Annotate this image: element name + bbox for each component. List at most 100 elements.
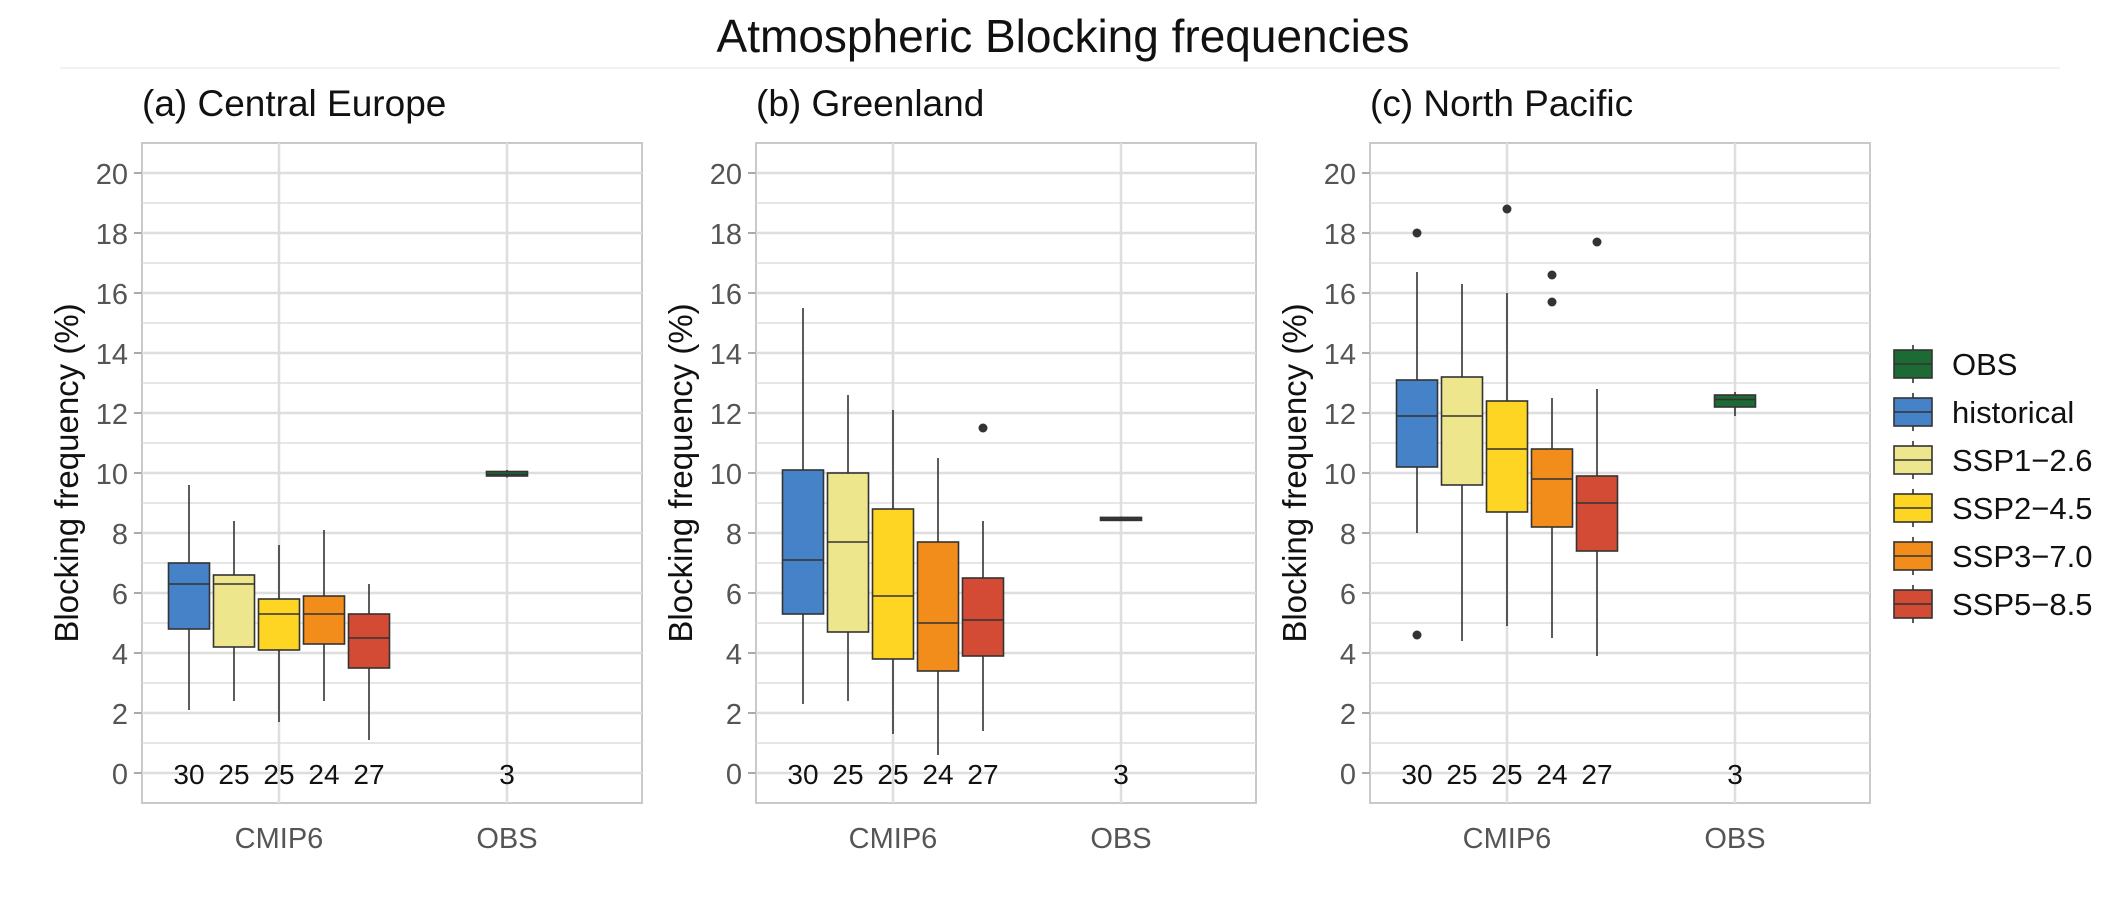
legend-item-OBS: OBS [1893, 345, 2017, 383]
sample-count-label: 25 [1491, 759, 1522, 790]
box-body [961, 577, 1005, 657]
sample-count-label: 30 [1401, 759, 1432, 790]
box-body [1530, 448, 1574, 528]
outlier-point [1412, 228, 1422, 238]
y-tick-label: 4 [112, 639, 128, 671]
box-body [1395, 379, 1439, 468]
box-SSP3-7.0: 24 [1530, 270, 1574, 790]
y-tick-label: 16 [710, 279, 742, 311]
y-tick-label: 18 [1324, 219, 1356, 251]
box-body [257, 598, 301, 651]
box-historical: 30 [1395, 228, 1439, 790]
y-tick-label: 8 [1340, 519, 1356, 551]
sample-count-label: 3 [1727, 759, 1743, 790]
y-tick-label: 2 [1340, 699, 1356, 731]
y-tick-label: 14 [710, 339, 742, 371]
y-tick-label: 8 [726, 519, 742, 551]
y-tick-label: 20 [710, 159, 742, 191]
box-SSP2-4.5: 25 [871, 410, 915, 790]
box-body [1575, 475, 1619, 552]
box-SSP5-8.5: 27 [961, 423, 1005, 790]
y-tick-label: 0 [1340, 759, 1356, 791]
box-SSP1-2.6: 25 [212, 521, 256, 790]
y-tick-label: 16 [96, 279, 128, 311]
box-SSP2-4.5: 25 [1485, 204, 1529, 790]
legend-item-SSP3-7.0: SSP3−7.0 [1893, 537, 2092, 575]
box-body [781, 469, 825, 615]
y-tick-label: 4 [726, 639, 742, 671]
x-tick-label: CMIP6 [849, 823, 938, 855]
sample-count-label: 25 [877, 759, 908, 790]
legend-label: SSP2−4.5 [1952, 491, 2092, 526]
y-tick-label: 4 [1340, 639, 1356, 671]
y-axis-label: Blocking frequency (%) [1276, 303, 1313, 642]
y-tick-label: 6 [726, 579, 742, 611]
y-tick-label: 16 [1324, 279, 1356, 311]
y-tick-label: 12 [1324, 399, 1356, 431]
y-tick-label: 6 [112, 579, 128, 611]
outlier-point [1547, 297, 1557, 307]
sample-count-label: 3 [1113, 759, 1129, 790]
sample-count-label: 24 [922, 759, 953, 790]
outlier-point [1502, 204, 1512, 214]
y-tick-label: 10 [96, 459, 128, 491]
box-body [1485, 400, 1529, 513]
panel-title: (a) Central Europe [142, 83, 446, 124]
box-body [302, 595, 346, 645]
y-tick-label: 20 [96, 159, 128, 191]
box-SSP5-8.5: 27 [1575, 237, 1619, 790]
x-tick-label: CMIP6 [1463, 823, 1552, 855]
y-tick-label: 0 [726, 759, 742, 791]
box-body [1440, 376, 1484, 486]
sample-count-label: 30 [173, 759, 204, 790]
legend-item-SSP5-8.5: SSP5−8.5 [1893, 585, 2092, 623]
box-SSP3-7.0: 24 [302, 530, 346, 790]
sample-count-label: 25 [263, 759, 294, 790]
y-tick-label: 20 [1324, 159, 1356, 191]
sample-count-label: 27 [967, 759, 998, 790]
y-tick-label: 12 [710, 399, 742, 431]
outlier-point [1412, 630, 1422, 640]
x-tick-label: CMIP6 [235, 823, 324, 855]
legend-item-SSP1-2.6: SSP1−2.6 [1893, 441, 2092, 479]
legend-label: OBS [1952, 347, 2017, 382]
box-body [826, 472, 870, 633]
figure-title: Atmospheric Blocking frequencies [717, 10, 1410, 62]
y-tick-label: 12 [96, 399, 128, 431]
box-OBS: 3 [1713, 392, 1757, 790]
y-tick-label: 10 [1324, 459, 1356, 491]
sample-count-label: 24 [308, 759, 339, 790]
box-body [167, 562, 211, 630]
legend-item-historical: historical [1893, 393, 2074, 431]
y-tick-label: 2 [726, 699, 742, 731]
y-tick-label: 14 [1324, 339, 1356, 371]
sample-count-label: 25 [832, 759, 863, 790]
box-SSP2-4.5: 25 [257, 545, 301, 790]
box-SSP1-2.6: 25 [826, 395, 870, 790]
x-tick-label: OBS [1090, 823, 1151, 855]
box-SSP1-2.6: 25 [1440, 284, 1484, 790]
box-historical: 30 [781, 308, 825, 790]
sample-count-label: 3 [499, 759, 515, 790]
legend: OBS historical SSP1−2.6 SSP2−4.5 SSP3−7.0 SSP… [1893, 345, 2092, 623]
box-SSP3-7.0: 24 [916, 458, 960, 790]
y-tick-label: 14 [96, 339, 128, 371]
y-tick-label: 18 [710, 219, 742, 251]
panel-title: (c) North Pacific [1370, 83, 1633, 124]
sample-count-label: 25 [218, 759, 249, 790]
legend-label: SSP3−7.0 [1952, 539, 2092, 574]
box-SSP5-8.5: 27 [347, 584, 391, 790]
legend-label: historical [1952, 395, 2074, 430]
sample-count-label: 30 [787, 759, 818, 790]
legend-item-SSP2-4.5: SSP2−4.5 [1893, 489, 2092, 527]
y-axis-label: Blocking frequency (%) [662, 303, 699, 642]
y-tick-label: 0 [112, 759, 128, 791]
outlier-point [978, 423, 988, 433]
outlier-point [1592, 237, 1602, 247]
x-tick-label: OBS [1704, 823, 1765, 855]
legend-label: SSP1−2.6 [1952, 443, 2092, 478]
